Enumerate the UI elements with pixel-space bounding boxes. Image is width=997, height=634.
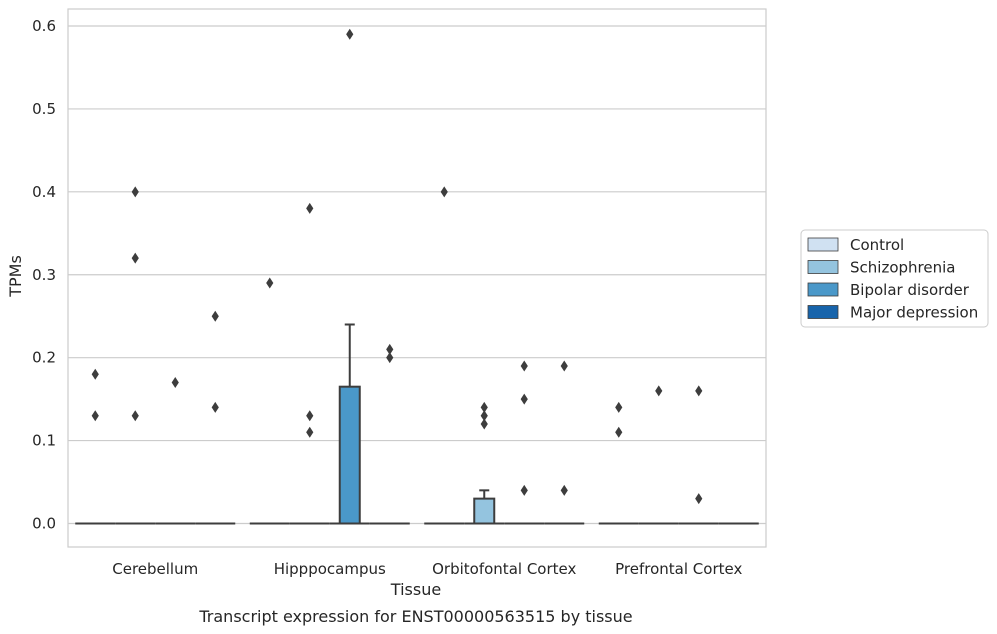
- box-group: [464, 401, 505, 525]
- box-group: [544, 360, 585, 525]
- outlier-point: [560, 360, 568, 372]
- y-tick-label: 0.1: [32, 432, 56, 450]
- outlier-point: [91, 410, 99, 422]
- outlier-point: [615, 401, 623, 413]
- box-group: [504, 360, 545, 525]
- outlier-point: [131, 186, 139, 198]
- y-tick-label: 0.4: [32, 183, 56, 201]
- outlier-point: [211, 401, 219, 413]
- x-axis-title: Tissue: [390, 580, 441, 599]
- y-axis-ticks: 0.0 0.1 0.2 0.3 0.4 0.5 0.6: [32, 17, 56, 533]
- legend-swatch: [807, 282, 839, 297]
- outlier-point: [480, 410, 488, 422]
- box-group: [289, 202, 330, 525]
- outlier-point: [386, 343, 394, 355]
- legend-swatch: [807, 237, 839, 252]
- outlier-point: [131, 410, 139, 422]
- outlier-point: [91, 368, 99, 380]
- y-tick-label: 0.2: [32, 349, 56, 367]
- box-group: [329, 28, 370, 525]
- y-tick-label: 0.6: [32, 17, 56, 35]
- outlier-point: [655, 385, 663, 397]
- outlier-point: [266, 277, 274, 289]
- box-group: [155, 377, 196, 525]
- outlier-point: [480, 401, 488, 413]
- legend-label: Bipolar disorder: [850, 281, 970, 299]
- y-tick-label: 0.3: [32, 266, 56, 284]
- legend-swatch: [807, 260, 839, 274]
- chart-caption: Transcript expression for ENST0000056351…: [198, 607, 632, 626]
- outlier-point: [480, 418, 488, 430]
- box-group: [115, 186, 156, 525]
- x-tick-label: Prefrontal Cortex: [615, 560, 742, 578]
- legend: Control Schizophrenia Bipolar disorder Majo…: [800, 229, 989, 328]
- outlier-point: [306, 202, 314, 214]
- outlier-point: [520, 393, 528, 405]
- box-group: [638, 385, 679, 525]
- legend-swatch: [807, 305, 839, 319]
- box-group: [369, 343, 410, 525]
- legend-frame: [800, 229, 989, 328]
- x-axis-ticks: Cerebellum Hipppocampus Orbitofontal Corte…: [112, 560, 742, 578]
- outlier-point: [306, 410, 314, 422]
- outlier-point: [211, 310, 219, 322]
- box-group: [678, 385, 719, 525]
- box-group: [75, 368, 116, 525]
- x-tick-label: Hipppocampus: [274, 560, 386, 578]
- outlier-point: [560, 484, 568, 496]
- legend-label: Schizophrenia: [850, 259, 955, 277]
- outlier-point: [306, 426, 314, 438]
- box-group: [424, 186, 465, 525]
- y-axis-title: TPMs: [6, 255, 25, 298]
- box: [338, 385, 361, 525]
- x-tick-label: Orbitofontal Cortex: [432, 560, 576, 578]
- outlier-point: [520, 360, 528, 372]
- outlier-point: [171, 377, 179, 389]
- box: [473, 497, 496, 525]
- outlier-point: [695, 385, 703, 397]
- box-group: [598, 401, 639, 525]
- outlier-point: [346, 28, 354, 40]
- x-tick-label: Cerebellum: [112, 560, 198, 578]
- box-group: [249, 277, 290, 525]
- y-tick-label: 0.5: [32, 100, 56, 118]
- box-plots: [75, 28, 759, 525]
- y-tick-label: 0.0: [32, 515, 56, 533]
- outlier-point: [695, 493, 703, 505]
- legend-label: Control: [850, 236, 904, 254]
- outlier-point: [440, 186, 448, 198]
- plot-area-frame: [67, 8, 767, 548]
- legend-label: Major depression: [850, 304, 978, 322]
- outlier-point: [520, 484, 528, 496]
- outlier-point: [131, 252, 139, 264]
- box-group: [195, 310, 236, 525]
- outlier-point: [615, 426, 623, 438]
- outlier-point: [386, 352, 394, 364]
